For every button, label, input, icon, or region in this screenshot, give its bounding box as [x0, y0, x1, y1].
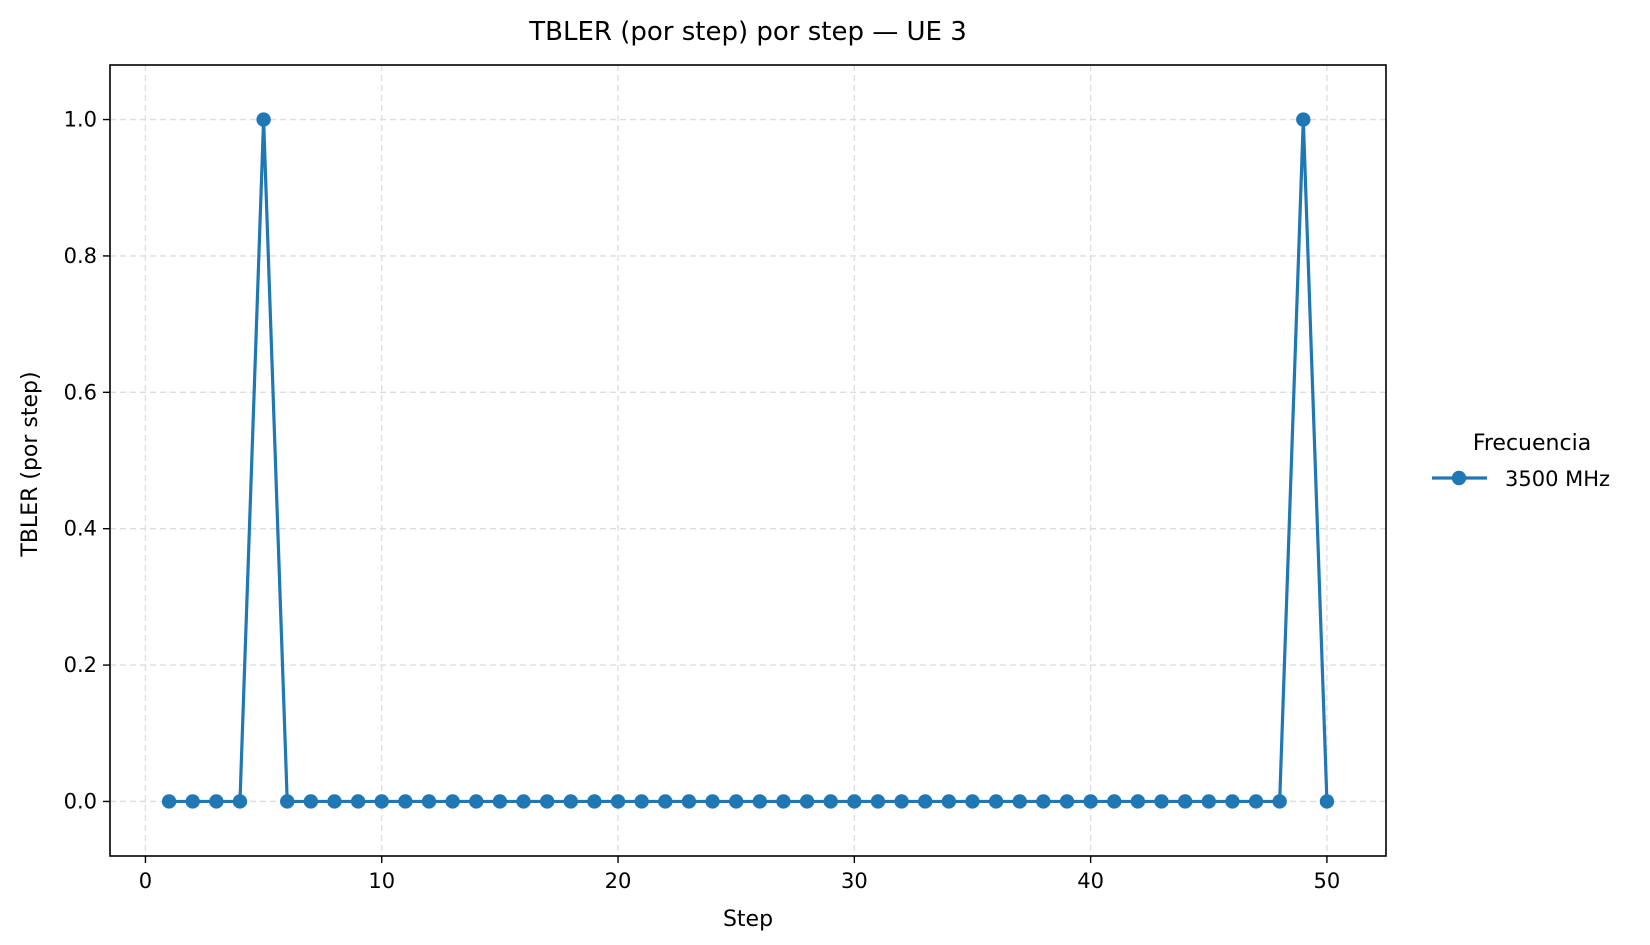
- data-point: [894, 794, 909, 809]
- data-point: [658, 794, 673, 809]
- data-point: [303, 794, 319, 809]
- data-point: [1130, 794, 1146, 809]
- data-point: [823, 794, 838, 809]
- legend: Frecuencia 3500 MHz: [1432, 431, 1610, 491]
- x-tick-label: 50: [1314, 869, 1341, 893]
- data-point: [492, 794, 508, 809]
- data-point: [681, 794, 697, 809]
- y-axis-title: TBLER (por step): [18, 371, 43, 557]
- data-point: [280, 794, 295, 809]
- data-point: [1201, 794, 1216, 809]
- y-tick-label: 1.0: [64, 108, 97, 132]
- data-point: [374, 794, 389, 809]
- data-point: [870, 794, 886, 809]
- legend-label: 3500 MHz: [1505, 467, 1610, 491]
- data-point: [256, 112, 271, 127]
- grid: [110, 65, 1386, 856]
- data-point: [327, 794, 342, 809]
- data-point: [705, 794, 720, 809]
- data-point: [1012, 794, 1027, 809]
- data-point: [209, 794, 224, 809]
- chart-title: TBLER (por step) por step — UE 3: [528, 17, 967, 47]
- data-point: [634, 794, 649, 809]
- data-point: [965, 794, 980, 809]
- y-tick-label: 0.4: [64, 517, 97, 541]
- y-tick-label: 0.0: [64, 789, 97, 813]
- legend-swatch-marker: [1451, 470, 1467, 486]
- data-point: [776, 794, 791, 809]
- axis-ticks: 0 10 20 30 40 50 0.0 0.2 0.4 0.6 0.8 1.0: [64, 108, 1341, 893]
- data-point: [539, 794, 555, 809]
- data-point: [469, 794, 484, 809]
- data-point: [350, 794, 366, 809]
- data-point: [1225, 794, 1240, 809]
- data-point: [563, 794, 578, 809]
- data-point: [587, 794, 602, 809]
- data-point: [941, 794, 957, 809]
- x-tick-label: 10: [368, 869, 395, 893]
- data-point: [1083, 794, 1098, 809]
- data-point: [421, 794, 437, 809]
- data-point: [610, 794, 626, 809]
- series-layer: [161, 112, 1335, 809]
- x-axis-title: Step: [723, 907, 773, 932]
- data-point: [799, 794, 815, 809]
- legend-title: Frecuencia: [1473, 431, 1591, 456]
- data-point: [185, 794, 200, 809]
- y-tick-label: 0.2: [64, 653, 97, 677]
- data-point: [1272, 794, 1287, 809]
- data-point: [1154, 794, 1169, 809]
- x-tick-label: 20: [605, 869, 632, 893]
- data-point: [398, 794, 413, 809]
- data-point: [918, 794, 933, 809]
- x-tick-label: 40: [1077, 869, 1104, 893]
- x-tick-label: 30: [841, 869, 868, 893]
- data-point: [516, 794, 531, 809]
- plot-frame: [109, 64, 1387, 857]
- data-point: [728, 794, 744, 809]
- x-tick-label: 0: [139, 869, 152, 893]
- y-tick-label: 0.8: [64, 244, 97, 268]
- data-point: [752, 794, 768, 809]
- data-point: [161, 794, 177, 809]
- data-point: [232, 794, 248, 809]
- data-point: [1177, 794, 1193, 809]
- data-point: [847, 794, 862, 809]
- data-point: [1296, 112, 1311, 127]
- data-point: [988, 794, 1004, 809]
- data-point: [1107, 794, 1122, 809]
- data-point: [445, 794, 460, 809]
- data-point: [1248, 794, 1264, 809]
- data-point: [1036, 794, 1051, 809]
- y-tick-label: 0.6: [64, 380, 97, 404]
- data-point: [1059, 794, 1075, 809]
- data-point: [1319, 794, 1335, 809]
